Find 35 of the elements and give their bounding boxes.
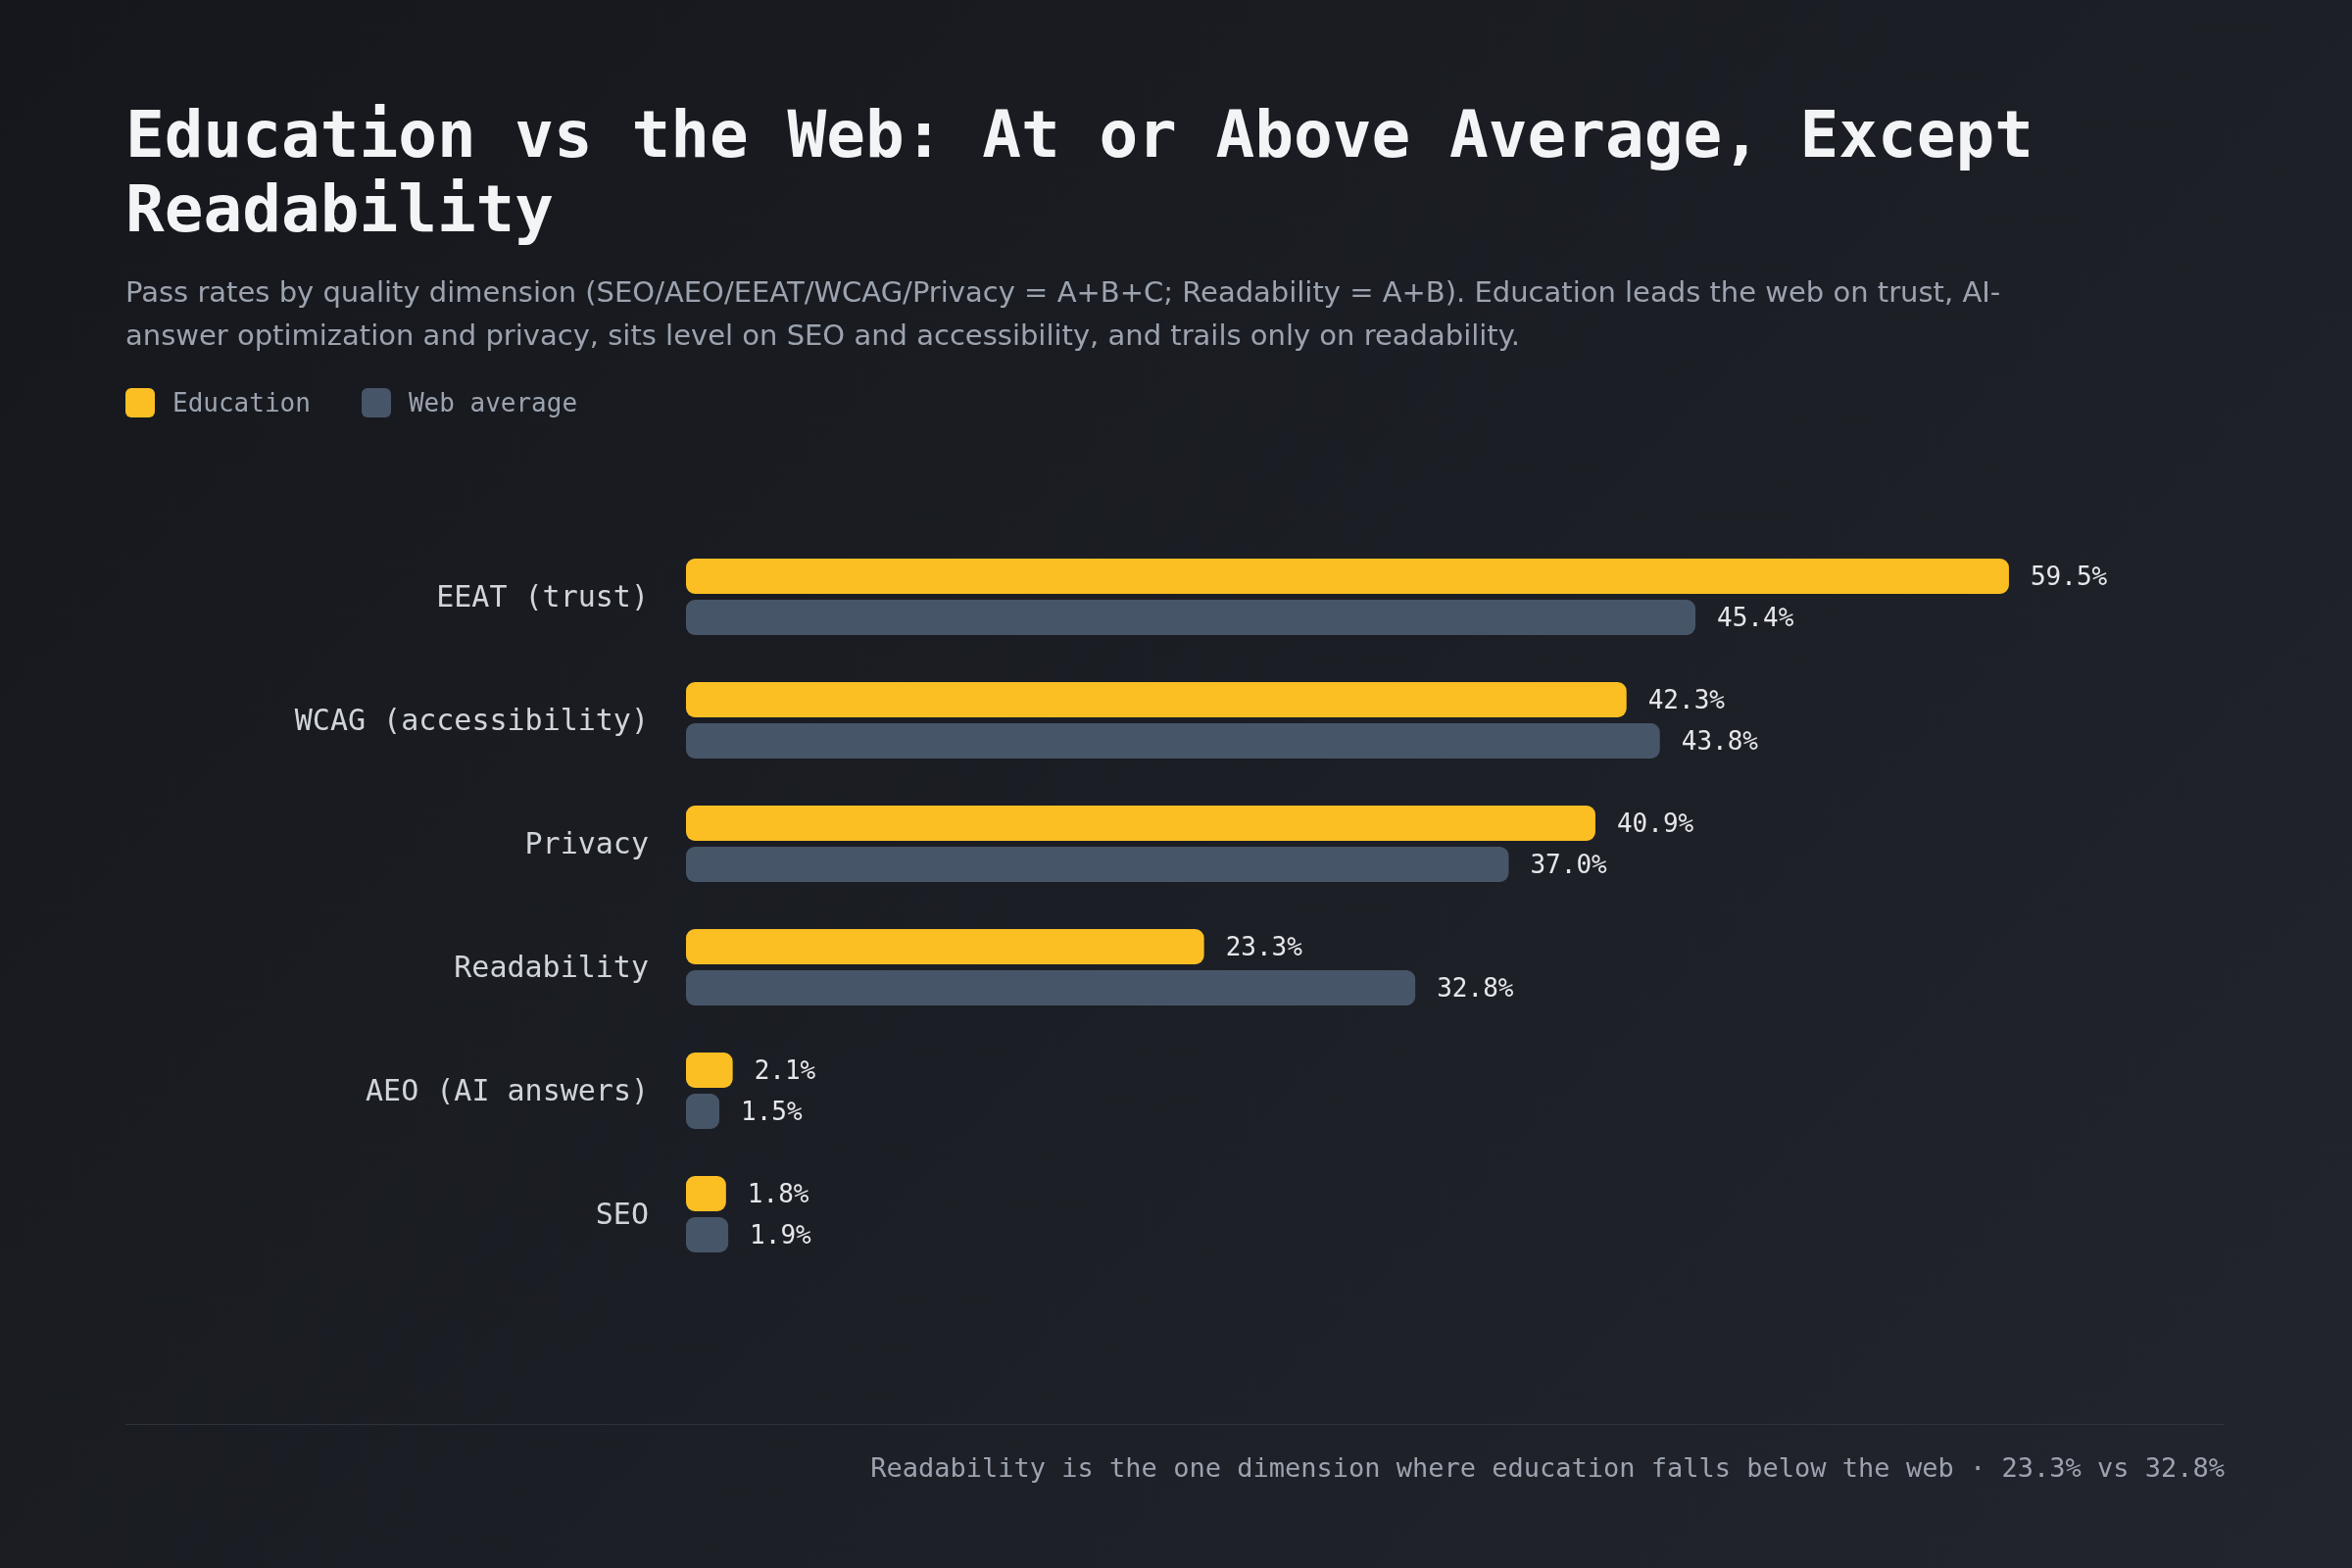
data-label: 43.8% xyxy=(1681,726,1759,756)
bar xyxy=(686,1053,733,1088)
data-label: 1.8% xyxy=(747,1179,809,1208)
bar xyxy=(686,806,1595,841)
chart-title: Education vs the Web: At or Above Average, Except Readability xyxy=(125,97,2035,247)
bar xyxy=(686,723,1660,759)
data-label: 23.3% xyxy=(1225,932,1303,961)
data-label: 59.5% xyxy=(2030,562,2108,591)
legend-label: Web average xyxy=(408,388,578,417)
text: Readability is the one dimension where education falls below the web · 23.3% vs 32.8% xyxy=(870,1452,2225,1483)
bar xyxy=(686,1176,726,1211)
legend-label: Education xyxy=(172,388,311,417)
y-tick-label: Privacy xyxy=(524,826,649,860)
y-tick-label: SEO xyxy=(595,1197,649,1231)
data-label: 1.9% xyxy=(750,1220,812,1250)
data-label: 40.9% xyxy=(1616,808,1694,838)
bar xyxy=(686,1094,720,1129)
bar xyxy=(686,929,1204,964)
bar xyxy=(686,682,1627,717)
bar xyxy=(686,600,1696,635)
data-label: 2.1% xyxy=(754,1055,816,1085)
chart-subtitle: Pass rates by quality dimension (SEO/AEO/EEAT/WCAG/Privacy = A+B+C; Readability = A+B). Education leads the web on trust, AI-answer optimization and privacy, sits level on SEO and accessibility, and trails only on readability. xyxy=(125,274,2002,354)
y-tick-label: Readability xyxy=(454,950,649,984)
bar xyxy=(686,847,1509,882)
bar xyxy=(686,1217,729,1252)
data-label: 1.5% xyxy=(741,1097,803,1126)
data-label: 45.4% xyxy=(1717,603,1794,632)
bar xyxy=(686,970,1416,1005)
data-label: 32.8% xyxy=(1437,973,1514,1003)
y-tick-label: WCAG (accessibility) xyxy=(294,703,649,737)
data-label: 37.0% xyxy=(1530,850,1608,879)
y-tick-label: EEAT (trust) xyxy=(436,579,649,613)
data-label: 42.3% xyxy=(1647,685,1726,714)
bar xyxy=(686,559,2009,594)
y-tick-label: AEO (AI answers) xyxy=(366,1073,649,1107)
